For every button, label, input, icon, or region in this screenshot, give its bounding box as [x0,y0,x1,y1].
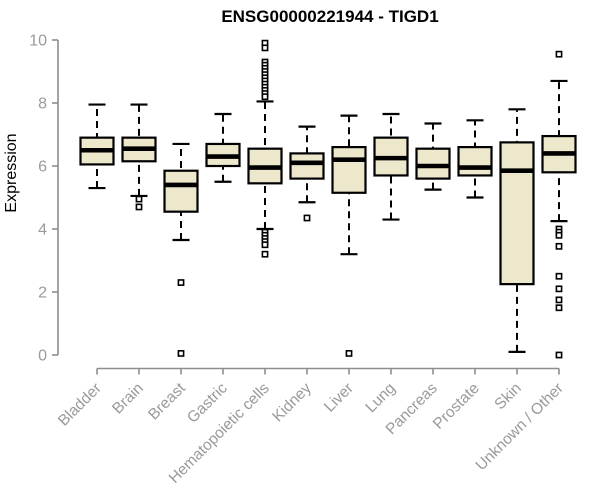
outlier-point-unknown-other [555,242,563,250]
y-tick-label: 2 [38,285,47,302]
outlier-point-unknown-other [555,351,563,359]
x-category-label-liver: Liver [321,380,357,416]
y-tick-label: 8 [38,96,47,113]
outlier-point-breast [177,350,185,357]
y-tick-label: 10 [29,33,47,50]
y-tick-label: 4 [38,222,47,239]
box-kidney [289,152,325,180]
outlier-point-brain [135,203,143,211]
x-category-label-breast: Breast [145,379,189,423]
y-tick-label: 0 [38,348,47,365]
box-liver [331,146,367,194]
outlier-point-hematopoietic-cells [261,241,269,249]
y-axis-title: Expression [3,133,20,212]
x-category-label-prostate: Prostate [430,380,483,433]
outlier-point-hematopoietic-cells [261,250,269,258]
box-breast [163,169,199,213]
outlier-point-unknown-other [555,231,563,239]
x-category-label-kidney: Kidney [269,380,315,426]
x-category-label-bladder: Bladder [55,380,105,430]
outlier-point-breast [177,279,185,286]
outlier-point-liver [345,350,353,357]
outlier-point-unknown-other [555,285,563,293]
outlier-point-hematopoietic-cells [261,93,269,101]
x-category-label-skin: Skin [491,380,524,413]
outlier-point-unknown-other [555,296,563,304]
outlier-point-hematopoietic-cells [261,44,269,52]
outlier-point-unknown-other [555,272,563,280]
x-category-label-brain: Brain [109,380,147,418]
outlier-point-unknown-other [555,304,563,312]
box-pancreas [415,147,451,180]
box-skin [499,141,535,286]
x-category-label-lung: Lung [362,380,398,416]
y-tick-label: 6 [38,159,47,176]
chart-title: ENSG00000221944 - TIGD1 [221,7,438,26]
outlier-point-unknown-other [555,50,563,58]
box-prostate [457,146,493,177]
outlier-point-kidney [303,214,311,222]
outlier-point-brain [135,195,143,203]
